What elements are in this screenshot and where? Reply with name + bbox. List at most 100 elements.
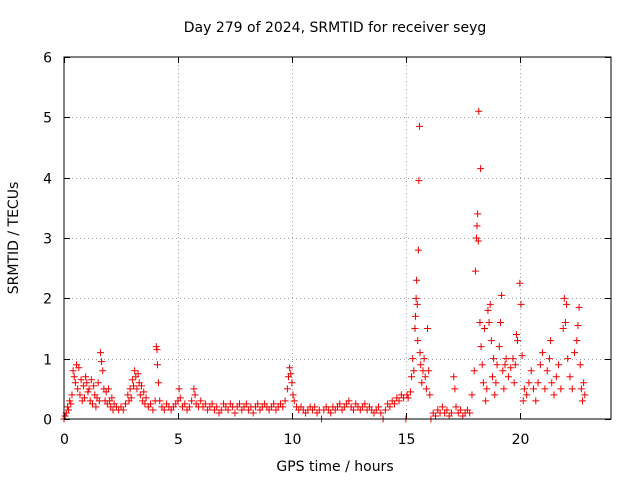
data-point <box>130 382 138 390</box>
data-point <box>517 300 525 308</box>
data-point <box>75 364 83 372</box>
data-point <box>478 361 486 369</box>
data-point <box>82 373 90 381</box>
y-tick-label: 3 <box>43 232 52 248</box>
data-point <box>416 349 424 357</box>
data-point <box>477 165 485 173</box>
data-point <box>474 210 482 218</box>
data-point <box>543 367 551 375</box>
data-point <box>74 385 82 393</box>
data-point <box>477 343 485 351</box>
data-point <box>126 385 134 393</box>
data-point <box>68 391 76 399</box>
data-point <box>349 406 357 414</box>
data-point <box>224 406 232 414</box>
data-point <box>473 222 481 230</box>
data-point <box>452 403 460 411</box>
x-axis: 0 5 10 15 20 <box>60 57 529 448</box>
data-point <box>242 400 250 408</box>
data-point <box>512 331 520 339</box>
data-point <box>479 379 487 387</box>
data-point <box>290 397 298 405</box>
data-point <box>283 385 291 393</box>
data-point <box>137 382 145 390</box>
data-point <box>155 379 163 387</box>
data-point <box>496 318 504 326</box>
data-point <box>432 412 440 420</box>
data-point <box>311 403 319 411</box>
data-point <box>411 325 419 332</box>
data-point <box>519 397 527 405</box>
data-point <box>457 406 465 414</box>
data-point <box>525 379 533 387</box>
data-point <box>474 237 482 245</box>
x-tick-label: 0 <box>60 432 69 448</box>
data-point <box>142 394 150 402</box>
data-point <box>411 312 419 320</box>
data-point <box>235 400 243 408</box>
data-point <box>69 367 77 375</box>
data-point <box>286 364 294 372</box>
data-point <box>403 391 411 399</box>
data-point <box>473 234 481 242</box>
data-point <box>404 394 412 402</box>
data-point <box>507 364 515 372</box>
data-point <box>127 394 135 402</box>
data-point <box>417 361 425 369</box>
grid-lines <box>64 57 611 419</box>
data-point <box>413 276 421 284</box>
data-point <box>576 361 584 369</box>
data-point <box>147 400 155 408</box>
data-point <box>421 373 429 381</box>
data-point <box>156 397 164 405</box>
data-point <box>579 397 587 405</box>
data-point <box>532 397 540 405</box>
data-point <box>96 349 104 357</box>
data-point <box>564 355 572 363</box>
y-tick-label: 1 <box>43 353 52 369</box>
data-point <box>63 403 71 411</box>
data-point <box>70 373 78 381</box>
data-point <box>425 367 433 375</box>
data-point <box>270 400 278 408</box>
data-point <box>131 367 139 375</box>
data-point <box>510 379 518 387</box>
data-point <box>561 318 569 326</box>
data-point <box>545 355 553 363</box>
data-point <box>288 379 296 387</box>
data-point <box>108 394 116 402</box>
data-point <box>231 409 239 417</box>
data-point <box>190 385 198 393</box>
data-point <box>527 367 535 375</box>
data-point <box>571 349 579 357</box>
data-point <box>213 403 221 411</box>
data-point <box>395 397 403 405</box>
data-point <box>438 403 446 411</box>
data-point <box>386 403 394 411</box>
data-point <box>511 361 519 369</box>
data-point <box>98 358 106 366</box>
data-point <box>83 379 91 387</box>
data-point <box>409 355 417 363</box>
data-point <box>327 409 335 417</box>
data-point <box>499 367 507 375</box>
data-point <box>281 397 289 405</box>
data-point <box>414 337 422 345</box>
data-point <box>345 397 353 405</box>
data-point <box>377 409 385 417</box>
data-point <box>418 379 426 387</box>
data-point <box>451 385 459 393</box>
data-point <box>475 107 483 115</box>
data-point <box>548 379 556 387</box>
data-point <box>381 406 389 414</box>
data-point <box>495 343 503 351</box>
data-point <box>468 391 476 399</box>
data-point <box>560 294 568 302</box>
data-point <box>575 303 583 311</box>
data-series <box>60 107 589 423</box>
data-point <box>541 385 549 393</box>
data-point <box>92 403 100 411</box>
y-tick-label: 2 <box>43 292 52 308</box>
data-point <box>160 406 168 414</box>
